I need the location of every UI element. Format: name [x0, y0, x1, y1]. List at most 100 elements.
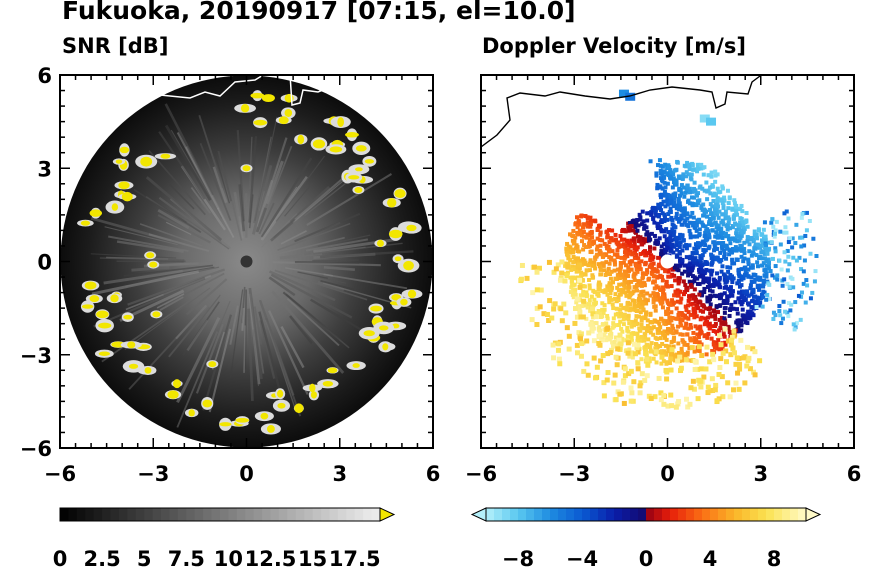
doppler-echo-pixel	[683, 190, 688, 195]
doppler-echo-pixel	[652, 220, 657, 225]
doppler-echo-pixel	[708, 202, 713, 207]
doppler-echo-pixel	[629, 224, 634, 229]
doppler-echo-pixel	[665, 283, 670, 288]
doppler-echo-pixel	[670, 267, 675, 272]
doppler-colorbar-cell	[686, 508, 695, 521]
doppler-echo-pixel	[669, 310, 674, 315]
doppler-echo-pixel	[675, 264, 680, 269]
doppler-echo-pixel	[635, 366, 641, 372]
doppler-echo-pixel	[665, 298, 670, 303]
snr-echo-cell	[312, 139, 326, 149]
snr-echo-cell	[123, 314, 133, 320]
doppler-echo-pixel	[605, 325, 611, 331]
doppler-echo-pixel	[718, 250, 723, 255]
doppler-echo-pixel	[749, 305, 754, 310]
doppler-echo-pixel	[651, 291, 656, 296]
doppler-echo-pixel	[647, 249, 652, 254]
doppler-echo-pixel	[714, 329, 719, 334]
doppler-echo-pixel	[804, 278, 809, 283]
doppler-echo-pixel	[674, 291, 679, 296]
doppler-echo-pixel	[612, 268, 617, 273]
doppler-echo-pixel	[766, 257, 771, 262]
doppler-echo-pixel	[698, 254, 703, 259]
doppler-echo-pixel	[670, 243, 675, 248]
doppler-echo-pixel	[590, 329, 595, 334]
doppler-echo-pixel	[722, 291, 727, 296]
doppler-echo-pixel	[629, 319, 634, 324]
doppler-colorbar-frame	[485, 507, 807, 522]
doppler-echo-pixel	[649, 341, 654, 346]
doppler-echo-pixel	[713, 246, 718, 251]
doppler-echo-pixel	[661, 228, 666, 233]
doppler-colorbar-cell	[726, 508, 735, 521]
doppler-echo-pixel	[648, 159, 653, 164]
doppler-echo-pixel	[632, 285, 637, 290]
snr-texture-streak	[268, 310, 309, 395]
doppler-echo-pixel	[749, 275, 754, 280]
doppler-echo-pixel	[793, 241, 798, 246]
doppler-echo-pixel	[711, 199, 716, 204]
doppler-echo-pixel	[555, 347, 561, 353]
doppler-echo-pixel	[691, 296, 696, 301]
doppler-echo-pixel	[681, 185, 686, 190]
doppler-echo-pixel	[692, 189, 697, 194]
snr-texture-streak	[108, 235, 189, 253]
doppler-colorbar-cell	[654, 508, 663, 521]
doppler-echo-pixel	[651, 300, 656, 305]
doppler-echo-pixel	[577, 277, 583, 283]
doppler-echo-pixel	[686, 316, 691, 321]
doppler-echo-pixel	[664, 192, 669, 197]
doppler-echo-pixel	[786, 240, 791, 245]
doppler-echo-pixel	[588, 224, 593, 229]
doppler-echo-pixel	[649, 231, 654, 236]
doppler-echo-pixel	[640, 271, 645, 276]
snr-colorbar-label: 12.5	[245, 547, 297, 570]
doppler-echo-pixel	[601, 380, 607, 386]
snr-echo-cell	[388, 229, 403, 239]
doppler-echo-pixel	[625, 316, 630, 321]
doppler-echo-pixel	[724, 256, 729, 261]
doppler-echo-pixel	[677, 263, 682, 268]
doppler-echo-pixel	[753, 232, 758, 237]
doppler-echo-pixel	[638, 217, 643, 222]
doppler-echo-pixel	[739, 319, 744, 324]
snr-echo-cell	[235, 417, 250, 423]
doppler-echo-pixel	[713, 234, 718, 239]
doppler-echo-pixel	[719, 226, 724, 231]
doppler-echo-pixel	[595, 292, 600, 297]
doppler-echo-pixel	[725, 300, 730, 305]
doppler-echo-pixel	[701, 274, 706, 279]
doppler-echo-pixel	[616, 288, 621, 293]
doppler-echo-pixel	[583, 214, 588, 219]
doppler-echo-pixel	[721, 212, 726, 217]
doppler-echo-pixel	[643, 272, 648, 277]
doppler-echo-pixel	[629, 243, 634, 248]
doppler-echo-pixel	[640, 326, 645, 331]
doppler-echo-pixel	[687, 228, 692, 233]
doppler-echo-pixel	[572, 306, 578, 312]
doppler-echo-pixel	[659, 227, 664, 232]
doppler-echo-pixel	[727, 248, 732, 253]
doppler-echo-pixel	[690, 203, 695, 208]
doppler-echo-pixel	[570, 264, 575, 269]
doppler-echo-pixel	[661, 193, 666, 198]
doppler-echo-pixel	[773, 249, 778, 254]
snr-echo-cell	[355, 145, 367, 152]
doppler-echo-pixel	[715, 196, 720, 201]
x-tick-label: −3	[558, 462, 590, 486]
doppler-echo-pixel	[602, 241, 607, 246]
snr-echo-cell	[219, 422, 232, 427]
doppler-echo-pixel	[658, 193, 663, 198]
doppler-echo-pixel	[738, 220, 743, 225]
doppler-echo-pixel	[786, 254, 791, 259]
snr-echo-cell	[240, 104, 250, 113]
snr-texture-streak	[148, 150, 206, 216]
doppler-echo-pixel	[629, 322, 634, 327]
snr-texture-streak	[306, 173, 393, 226]
snr-echo-cell	[146, 252, 155, 259]
doppler-echo-pixel	[747, 242, 752, 247]
doppler-echo-pixel	[735, 239, 740, 244]
snr-colorbar-cell	[211, 508, 221, 521]
doppler-echo-pixel	[536, 265, 542, 271]
doppler-echo-pixel	[591, 315, 596, 320]
